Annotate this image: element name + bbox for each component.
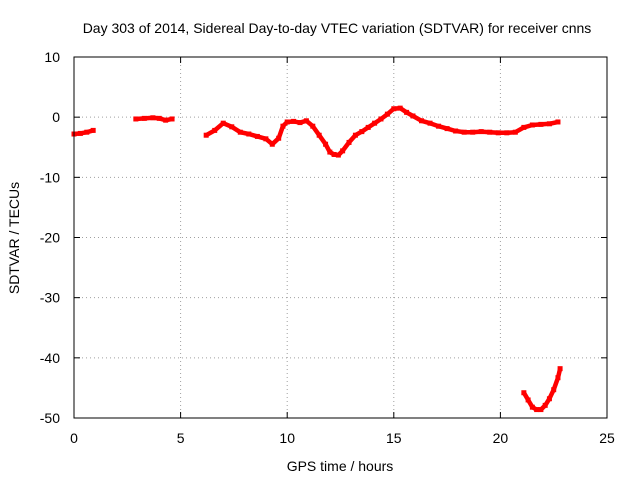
- x-tick-label: 25: [599, 430, 615, 446]
- data-point: [316, 132, 322, 138]
- x-tick-label: 20: [493, 430, 509, 446]
- data-point: [391, 106, 397, 112]
- axis-ticks: 0 5 10 15 20 25 10 0 -10 -20 -30 -40 -50: [40, 49, 615, 446]
- data-series: [71, 105, 563, 413]
- data-point: [529, 404, 535, 410]
- data-point: [212, 127, 218, 133]
- data-point: [512, 129, 518, 135]
- y-tick-label: -30: [40, 290, 60, 306]
- data-point: [323, 141, 329, 147]
- data-point: [453, 128, 459, 134]
- data-point: [542, 402, 548, 408]
- data-point: [397, 105, 403, 111]
- data-point: [246, 131, 252, 137]
- data-point: [331, 151, 337, 157]
- data-point: [284, 119, 290, 125]
- data-point: [555, 119, 561, 125]
- data-point: [372, 120, 378, 126]
- x-tick-label: 15: [386, 430, 402, 446]
- chart-title: Day 303 of 2014, Sidereal Day-to-day VTE…: [83, 20, 592, 36]
- data-point: [525, 397, 531, 403]
- data-point: [470, 129, 476, 135]
- data-point: [335, 152, 341, 158]
- data-point: [254, 133, 260, 139]
- data-point: [378, 116, 384, 122]
- data-point: [404, 109, 410, 115]
- data-point: [163, 117, 169, 123]
- data-point: [495, 130, 501, 136]
- data-point: [521, 390, 527, 396]
- grid: [74, 57, 607, 418]
- data-point: [346, 139, 352, 145]
- data-point: [220, 120, 226, 126]
- x-axis-label: GPS time / hours: [287, 458, 394, 474]
- data-point: [141, 115, 147, 121]
- data-point: [436, 123, 442, 129]
- data-point: [303, 118, 309, 124]
- data-point: [504, 130, 510, 136]
- data-point: [280, 123, 286, 129]
- series-segment-1: [71, 128, 96, 137]
- data-point: [297, 120, 303, 126]
- data-point: [150, 115, 156, 121]
- data-point: [521, 124, 527, 130]
- data-point: [169, 116, 175, 122]
- data-point: [478, 129, 484, 135]
- data-point: [263, 136, 269, 142]
- data-point: [461, 129, 467, 135]
- y-axis-label: SDTVAR / TECUs: [6, 182, 22, 294]
- x-tick-label: 5: [177, 430, 185, 446]
- data-point: [84, 129, 90, 135]
- data-point: [276, 135, 282, 141]
- x-tick-label: 10: [279, 430, 295, 446]
- data-point: [365, 124, 371, 130]
- data-point: [546, 396, 552, 402]
- data-point: [310, 123, 316, 129]
- data-point: [133, 116, 139, 122]
- data-point: [269, 141, 275, 147]
- data-point: [529, 122, 535, 128]
- data-point: [203, 132, 209, 138]
- data-point: [90, 127, 96, 133]
- y-tick-label: 10: [44, 49, 60, 65]
- data-point: [444, 126, 450, 132]
- data-point: [419, 118, 425, 124]
- data-point: [237, 129, 243, 135]
- data-point: [538, 407, 544, 413]
- data-point: [156, 115, 162, 121]
- data-point: [538, 121, 544, 127]
- data-point: [229, 124, 235, 130]
- data-point: [534, 407, 540, 413]
- data-point: [410, 113, 416, 119]
- data-point: [291, 118, 297, 124]
- data-point: [384, 111, 390, 117]
- y-tick-label: -10: [40, 169, 60, 185]
- data-point: [557, 366, 563, 372]
- data-point: [352, 132, 358, 138]
- y-tick-label: -20: [40, 230, 60, 246]
- y-tick-label: 0: [52, 109, 60, 125]
- data-point: [340, 148, 346, 154]
- x-tick-label: 0: [70, 430, 78, 446]
- data-point: [555, 375, 561, 381]
- data-point: [427, 120, 433, 126]
- data-point: [77, 130, 83, 136]
- data-point: [359, 129, 365, 135]
- data-point: [327, 149, 333, 155]
- y-tick-label: -50: [40, 410, 60, 426]
- plot-frame: [73, 56, 608, 419]
- data-point: [546, 121, 552, 127]
- y-tick-label: -40: [40, 350, 60, 366]
- data-point: [487, 129, 493, 135]
- data-point: [551, 387, 557, 393]
